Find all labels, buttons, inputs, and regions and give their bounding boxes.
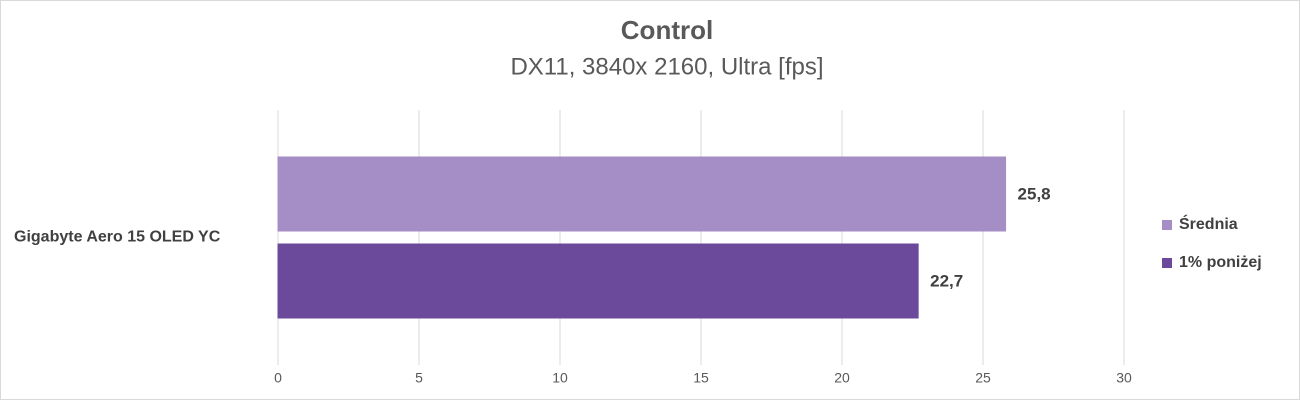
bar (277, 243, 919, 319)
legend-label: 1% poniżej (1179, 254, 1262, 271)
x-tick-label: 15 (693, 370, 709, 386)
value-label: 25,8 (1018, 184, 1051, 203)
legend-swatch (1162, 220, 1172, 230)
y-tick-label: Gigabyte Aero 15 OLED YC (14, 229, 221, 246)
bar (277, 156, 1007, 232)
x-tick-label: 25 (975, 370, 991, 386)
chart-subtitle: DX11, 3840x 2160, Ultra [fps] (510, 53, 823, 80)
x-tick-label: 20 (834, 370, 850, 386)
x-tick-label: 10 (552, 370, 568, 386)
x-tick-label: 5 (415, 370, 423, 386)
x-tick-label: 0 (274, 370, 282, 386)
x-tick-label: 30 (1116, 370, 1132, 386)
legend-label: Średnia (1179, 214, 1238, 233)
legend-swatch (1162, 258, 1172, 268)
value-label: 22,7 (930, 271, 963, 290)
chart-title: Control (621, 15, 713, 45)
